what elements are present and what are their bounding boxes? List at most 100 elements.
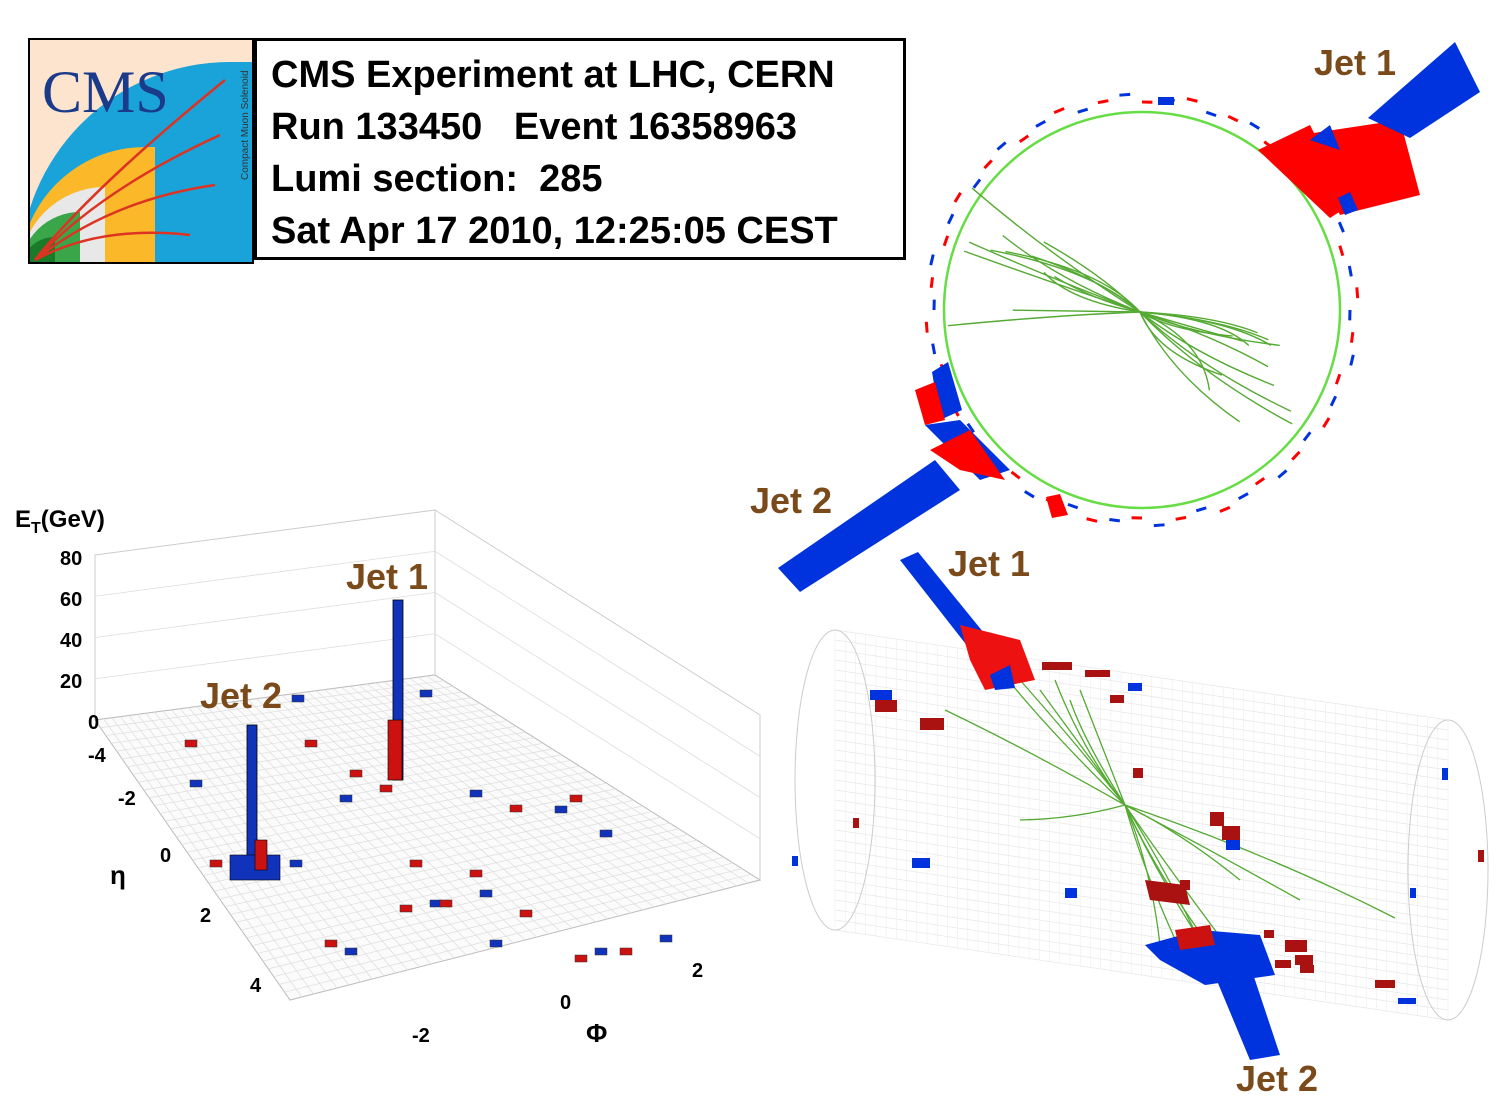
- calo-tower: [870, 690, 892, 700]
- calo-hit: [1302, 431, 1312, 442]
- lego-phi-tick: 0: [560, 992, 572, 1014]
- calo-hit: [1175, 515, 1187, 521]
- calo-hit: [953, 192, 962, 203]
- jet2-hcal-tower: [778, 460, 960, 592]
- experiment-line: CMS Experiment at LHC, CERN: [271, 54, 835, 96]
- calo-hit: [1035, 120, 1047, 128]
- jet1-hcal-small: [1310, 125, 1340, 150]
- calo-hit: [924, 321, 929, 333]
- calo-tower: [1285, 940, 1307, 952]
- calo-tower: [1398, 998, 1416, 1004]
- jet2-label-cylinder: Jet 2: [1236, 1058, 1319, 1099]
- track: [944, 709, 1126, 806]
- jet2-label-lego: Jet 2: [200, 675, 283, 716]
- track: [1139, 311, 1280, 347]
- tracker-circle: [942, 110, 1342, 510]
- calo-hit: [946, 213, 955, 225]
- calo-hit: [1119, 92, 1131, 97]
- calo-tower: [1295, 955, 1313, 965]
- calo-tower: [912, 858, 930, 868]
- calo-hit: [983, 159, 993, 170]
- cyl-jet1-base: [990, 665, 1015, 690]
- calo-hit: [929, 277, 935, 289]
- calo-hit: [1237, 492, 1249, 500]
- track: [1012, 309, 1141, 313]
- lego-tower: [554, 805, 568, 814]
- run-event-line: Run 133450 Event 16358963: [271, 106, 798, 148]
- lego-tower: [594, 947, 608, 956]
- lego-z-tick: 40: [60, 630, 83, 652]
- cylinder-left-cap: [794, 629, 876, 931]
- calo-tower: [1065, 888, 1077, 898]
- lego-z-tick: 0: [88, 712, 100, 734]
- lego-wall-gridlines: [94, 550, 761, 840]
- track: [1139, 311, 1292, 412]
- track: [1139, 311, 1275, 387]
- jet2-ecal-b: [930, 430, 1005, 480]
- cms-logo: CMS Compact Muon Solenoid: [28, 38, 254, 264]
- lego-tower: [339, 794, 353, 803]
- lego-z-tick: 60: [60, 589, 83, 611]
- calo-hit: [1329, 395, 1338, 407]
- lego-tower: [324, 939, 338, 948]
- calo-tower: [1275, 960, 1291, 968]
- track: [1002, 234, 1141, 313]
- lego-tower: [489, 939, 503, 948]
- cyl-jet2-base: [1145, 930, 1275, 985]
- lego-tower: [479, 889, 493, 898]
- lego-plot: [94, 509, 762, 1001]
- calo-hit: [1349, 331, 1355, 343]
- lego-tower: [189, 779, 203, 788]
- jet2-ecal-edge: [1046, 494, 1068, 518]
- calo-hit: [1349, 354, 1355, 366]
- jet2-ecal-a: [915, 382, 945, 425]
- track: [1005, 250, 1141, 313]
- calo-tower: [1210, 812, 1224, 826]
- lego-tower: [349, 769, 363, 778]
- lego-tower: [469, 869, 483, 878]
- lego-z-tick: 20: [60, 671, 83, 693]
- jet1-ecal-tower: [1258, 125, 1350, 218]
- calo-tower: [1222, 826, 1240, 840]
- calo-tower: [875, 700, 897, 712]
- cms-logo-title: CMS: [42, 59, 169, 125]
- track: [1139, 311, 1250, 347]
- track: [947, 311, 1141, 327]
- calo-hit: [1338, 245, 1345, 257]
- calo-tower: [853, 818, 859, 828]
- lego-eta-label: η: [110, 860, 126, 890]
- track: [1139, 311, 1211, 391]
- calo-hit: [1205, 110, 1217, 118]
- calo-tower: [1226, 840, 1240, 850]
- jet1-label-cylinder: Jet 1: [948, 543, 1031, 584]
- lego-eta-tick: 4: [250, 975, 262, 997]
- calo-hit: [1067, 502, 1079, 510]
- calo-hit: [929, 254, 935, 266]
- lego-small-towers: [184, 689, 673, 963]
- lego-jet2-red: [254, 839, 268, 871]
- lego-tower: [409, 859, 423, 868]
- track: [1079, 689, 1126, 806]
- calo-hit: [1291, 450, 1301, 461]
- lego-z-axis-label: ET(GeV): [15, 506, 105, 537]
- jet1-hcal-tower: [1368, 42, 1480, 138]
- calo-tower: [1442, 768, 1448, 780]
- lego-tower: [184, 739, 198, 748]
- lego-phi-tick: -2: [412, 1025, 430, 1047]
- calo-hit: [1219, 505, 1231, 513]
- event-info-box: CMS Experiment at LHC, CERN Run 133450 E…: [254, 38, 906, 260]
- lego-tower: [439, 899, 453, 908]
- date-line: Sat Apr 17 2010, 12:25:05 CEST: [271, 210, 838, 252]
- calo-tower: [1410, 888, 1416, 898]
- lego-tower: [419, 689, 433, 698]
- calo-hit: [1195, 506, 1207, 513]
- calo-hit: [1249, 121, 1260, 130]
- calo-hit: [1322, 417, 1331, 428]
- transverse-tracks: [947, 187, 1293, 425]
- calo-tower: [1133, 768, 1143, 778]
- jet1-label-transverse: Jet 1: [1314, 42, 1397, 83]
- calo-tower: [1478, 850, 1484, 862]
- track: [971, 187, 1141, 313]
- track: [963, 250, 1141, 313]
